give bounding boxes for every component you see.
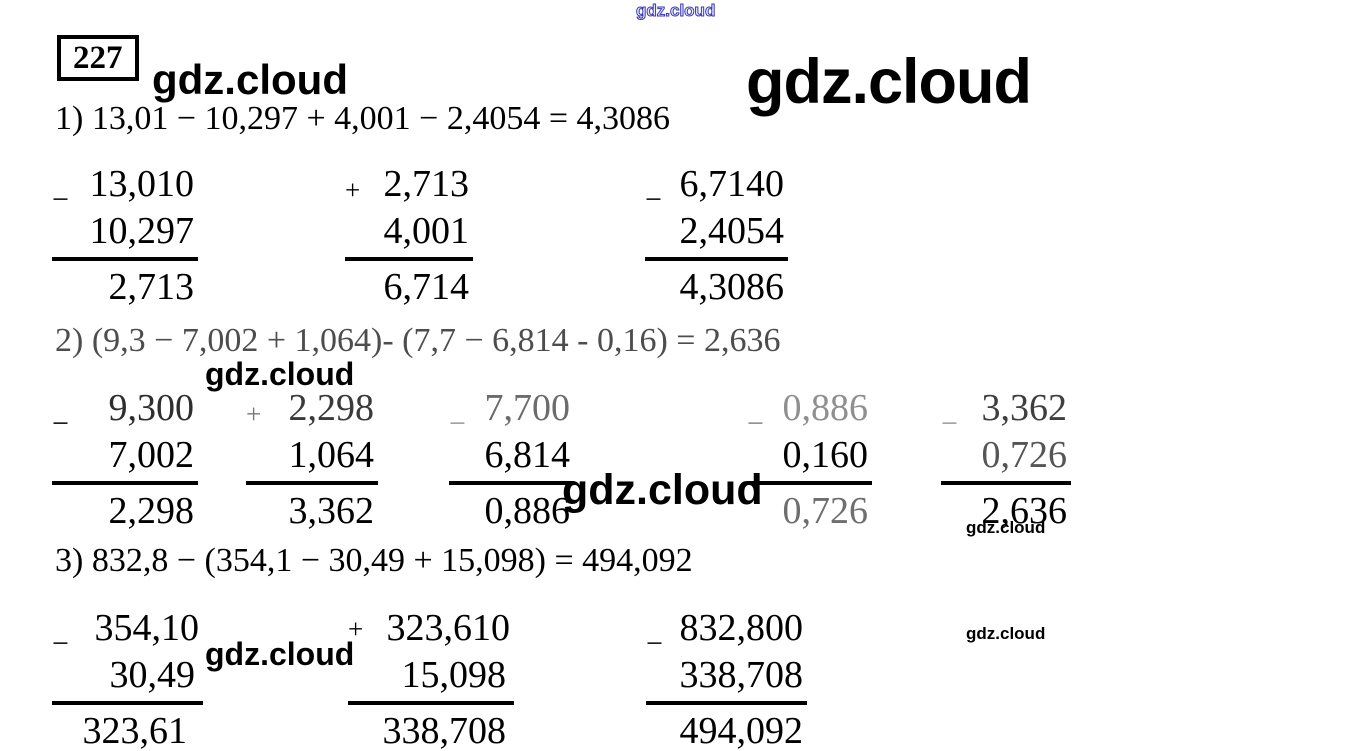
underline — [345, 257, 473, 261]
column-calc-1-1: − 13,010 10,297 2,713 — [52, 161, 198, 311]
operand-top: 0,886 — [782, 387, 869, 429]
result: 6,714 — [383, 266, 470, 308]
operand-bottom: 30,49 — [109, 654, 196, 696]
underline — [941, 481, 1071, 485]
column-calc-3-2: + 323,610 15,098 338,708 — [348, 605, 514, 751]
operand-bottom: 4,001 — [383, 210, 470, 252]
column-calc-2-5: − 3,362 0,726 2,636 — [941, 385, 1071, 535]
underline — [52, 701, 203, 705]
operator: − — [449, 407, 466, 440]
operand-bottom: 10,297 — [89, 210, 195, 252]
operator: − — [941, 407, 958, 440]
operand-top: 2,298 — [288, 387, 375, 429]
result: 338,708 — [382, 710, 507, 751]
watermark-top-right: gdz.cloud — [746, 47, 1032, 117]
result: 2,298 — [108, 490, 195, 532]
watermark-center: gdz.cloud — [562, 466, 763, 514]
equation-1: 1) 13,01 − 10,297 + 4,001 − 2,4054 = 4,3… — [55, 100, 671, 137]
underline — [246, 481, 378, 485]
problem-number-box: 227 — [57, 35, 139, 81]
result: 0,726 — [782, 490, 869, 532]
operand-top: 2,713 — [383, 163, 470, 205]
operand-bottom: 1,064 — [288, 434, 375, 476]
column-calc-1-3: − 6,7140 2,4054 4,3086 — [645, 161, 788, 311]
underline — [747, 481, 872, 485]
watermark-row3-left: gdz.cloud — [205, 636, 355, 672]
result: 323,61 — [82, 710, 188, 751]
operator: − — [747, 407, 764, 440]
operator: − — [646, 627, 663, 660]
result: 0,886 — [484, 490, 571, 532]
column-calc-3-1: − 354,10 30,49 323,61 — [52, 605, 203, 751]
operator: + — [246, 399, 262, 429]
operand-bottom: 0,726 — [981, 434, 1068, 476]
operator: + — [348, 614, 364, 644]
watermark-small-row2: gdz.cloud — [966, 518, 1046, 537]
result: 3,362 — [288, 490, 375, 532]
operand-bottom: 6,814 — [484, 434, 571, 476]
column-calc-2-1: − 9,300 7,002 2,298 — [52, 385, 198, 535]
underline — [348, 701, 514, 705]
operand-bottom: 2,4054 — [679, 210, 785, 252]
operand-bottom: 15,098 — [401, 654, 507, 696]
underline — [449, 481, 574, 485]
underline — [52, 257, 198, 261]
operand-top: 13,010 — [89, 163, 195, 205]
result: 494,092 — [679, 710, 804, 751]
operand-top: 323,610 — [386, 607, 511, 649]
operand-top: 9,300 — [108, 387, 195, 429]
operand-bottom: 0,160 — [782, 434, 869, 476]
result: 2,713 — [108, 266, 195, 308]
column-calc-3-3: − 832,800 338,708 494,092 — [646, 605, 807, 751]
operand-top: 354,10 — [94, 607, 200, 649]
watermark-after-box: gdz.cloud — [152, 56, 348, 103]
column-calc-2-2: + 2,298 1,064 3,362 — [246, 385, 378, 535]
operand-bottom: 7,002 — [108, 434, 195, 476]
result: 2,636 — [981, 490, 1068, 532]
column-calc-2-4: − 0,886 0,160 0,726 — [747, 385, 872, 535]
watermark-top-center: gdz.cloud — [635, 1, 716, 21]
operator: − — [645, 183, 662, 216]
operand-bottom: 338,708 — [679, 654, 804, 696]
equation-2: 2) (9,3 − 7,002 + 1,064)- (7,7 − 6,814 -… — [55, 322, 781, 359]
problem-number: 227 — [73, 40, 123, 76]
operator: + — [345, 175, 361, 205]
watermark-small-row3: gdz.cloud — [966, 624, 1046, 643]
underline — [646, 701, 807, 705]
operator: − — [52, 627, 69, 660]
operator: − — [52, 183, 69, 216]
watermark-row2-left: gdz.cloud — [205, 356, 355, 392]
equation-3: 3) 832,8 − (354,1 − 30,49 + 15,098) = 49… — [55, 542, 693, 579]
operand-top: 6,7140 — [679, 163, 785, 205]
underline — [52, 481, 198, 485]
underline — [645, 257, 788, 261]
result: 4,3086 — [679, 266, 785, 308]
column-calc-1-2: + 2,713 4,001 6,714 — [345, 161, 473, 311]
column-calc-2-3: − 7,700 6,814 0,886 — [449, 385, 574, 535]
operand-top: 832,800 — [679, 607, 804, 649]
operand-top: 7,700 — [484, 387, 571, 429]
operator: − — [52, 407, 69, 440]
operand-top: 3,362 — [981, 387, 1068, 429]
